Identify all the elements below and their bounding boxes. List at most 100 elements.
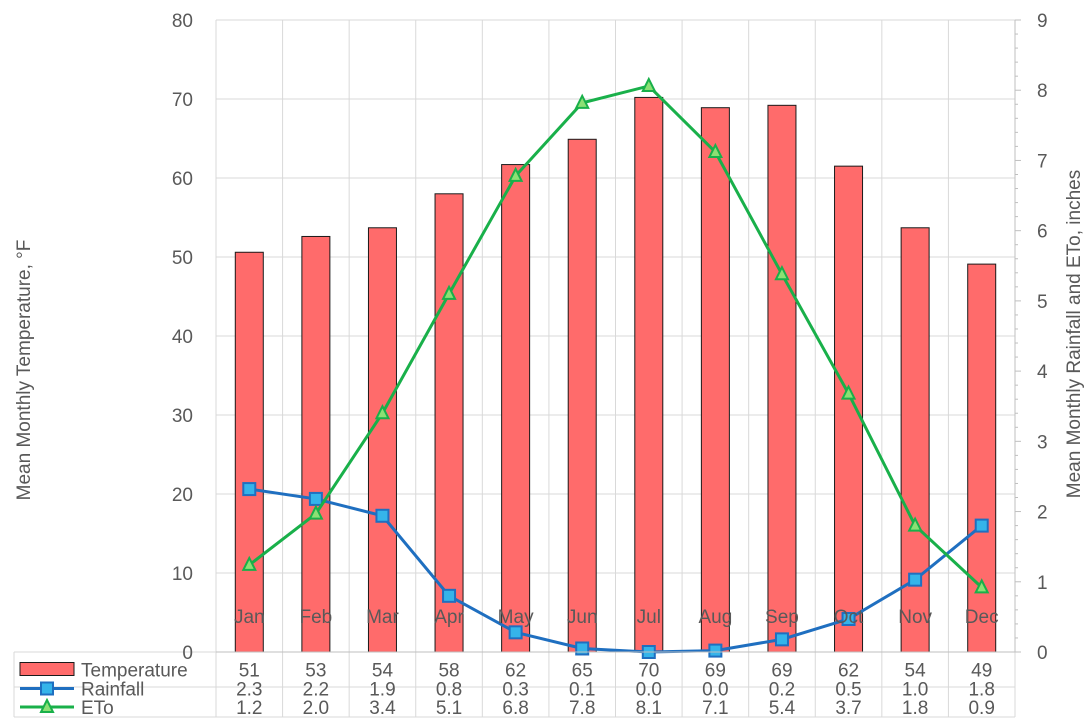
table-cell: 69 [771,661,792,682]
table-cell: 49 [971,661,992,682]
left-tick-label: 10 [172,564,193,585]
x-tick-label: Dec [965,607,999,628]
table-cell: 0.3 [502,680,528,701]
table-cell: 0.0 [636,680,662,701]
table-cell: 65 [572,661,593,682]
x-tick-label: May [498,607,534,628]
point-eto [441,284,457,300]
right-axis-label: Mean Monthly Rainfall and ETo, inches [1064,170,1085,498]
point-eto [508,166,524,182]
right-tick-label: 4 [1037,362,1048,383]
point-rainfall [908,572,923,587]
right-tick-label: 0 [1037,643,1048,664]
bar-temperature [900,227,930,653]
bar-temperature [967,263,997,653]
bar-temperature [434,193,464,653]
table-cell: 6.8 [502,698,528,719]
right-tick-label: 9 [1037,11,1048,32]
bar-temperature [767,104,797,653]
point-rainfall [774,632,789,647]
right-tick-label: 2 [1037,503,1048,524]
left-axis-label: Mean Monthly Temperature, °F [14,240,35,501]
table-cell: 1.8 [902,698,928,719]
point-rainfall [841,611,856,626]
right-tick-label: 5 [1037,292,1048,313]
line-rainfall [249,487,983,654]
bar-temperature [700,107,730,653]
legend-label-eto: ETo [81,698,114,719]
point-eto [774,264,790,281]
x-tick-label: Jun [567,607,598,628]
table-cell: 7.1 [702,698,728,719]
table-cell: 58 [438,661,459,682]
point-rainfall [575,641,590,656]
table-cell: 1.9 [369,680,395,701]
point-eto [374,404,391,420]
table-cell: 0.2 [769,680,795,701]
table-cell: 0.1 [569,680,595,701]
x-tick-label: Aug [698,607,732,628]
line-eto [248,84,983,589]
table-cell: 0.9 [968,698,994,719]
x-tick-label: Apr [434,607,464,628]
axis-layer: 0 10 20 30 40 50 60 70 80 0 1 2 3 4 5 6 7 8 9 Jan Feb Mar Apr M… [172,11,1048,664]
x-tick-label: Jan [234,607,265,628]
point-rainfall [442,588,457,603]
right-tick-label: 6 [1037,222,1048,243]
left-tick-label: 30 [172,406,193,427]
point-rainfall [308,491,323,506]
left-tick-label: 80 [172,11,193,32]
point-eto [907,516,923,532]
table-cell: 7.8 [569,698,595,719]
right-tick-label: 1 [1037,573,1048,594]
x-tick-label: Feb [300,607,333,628]
point-rainfall [708,643,723,658]
point-eto [974,578,990,594]
table-cell: 1.8 [968,680,994,701]
left-tick-label: 0 [182,643,193,664]
x-tick-label: Sep [765,607,799,628]
table-cell: 2.3 [236,680,262,701]
bar-temperature [567,138,597,653]
table-cell: 0.0 [702,680,728,701]
table-cell: 69 [705,661,726,682]
point-rainfall [974,518,989,533]
table-cell: 3.7 [835,698,861,719]
table-cell: 5.1 [436,698,462,719]
bar-temperature [301,235,331,653]
left-tick-label: 40 [172,327,193,348]
table-cell: 54 [372,661,394,682]
point-eto [641,76,657,93]
bar-temperature [834,165,864,653]
legend-key-marker-rainfall [40,681,54,696]
bar-temperature [501,164,531,653]
table-cell: 3.4 [369,698,396,719]
table-cell: 1.0 [902,680,928,701]
x-tick-label: Oct [834,607,864,628]
legend-key-temperature [19,662,75,676]
legend-key-marker-eto [39,697,55,713]
left-tick-label: 50 [172,248,193,269]
point-eto [308,504,324,520]
bar-temperature [234,251,264,653]
table-cell: 62 [838,661,859,682]
point-eto [840,384,857,400]
table-cell: 5.4 [769,698,796,719]
table-cell: 0.8 [436,680,462,701]
table-cell: 62 [505,661,526,682]
left-tick-label: 70 [172,90,193,111]
table-cell: 54 [905,661,927,682]
left-tick-label: 60 [172,169,193,190]
right-tick-label: 8 [1037,81,1048,102]
table-cell: 0.5 [835,680,861,701]
data-table: Temperature 51 53 54 58 62 65 70 69 69 62 54 49 Rainf… [19,661,995,719]
table-cell: 8.1 [636,698,662,719]
bar-temperature [367,227,397,653]
x-tick-label: Nov [898,607,932,628]
table-cell: 51 [239,661,260,682]
x-tick-label: Jul [637,607,661,628]
point-rainfall [508,625,523,640]
point-rainfall [242,482,257,497]
